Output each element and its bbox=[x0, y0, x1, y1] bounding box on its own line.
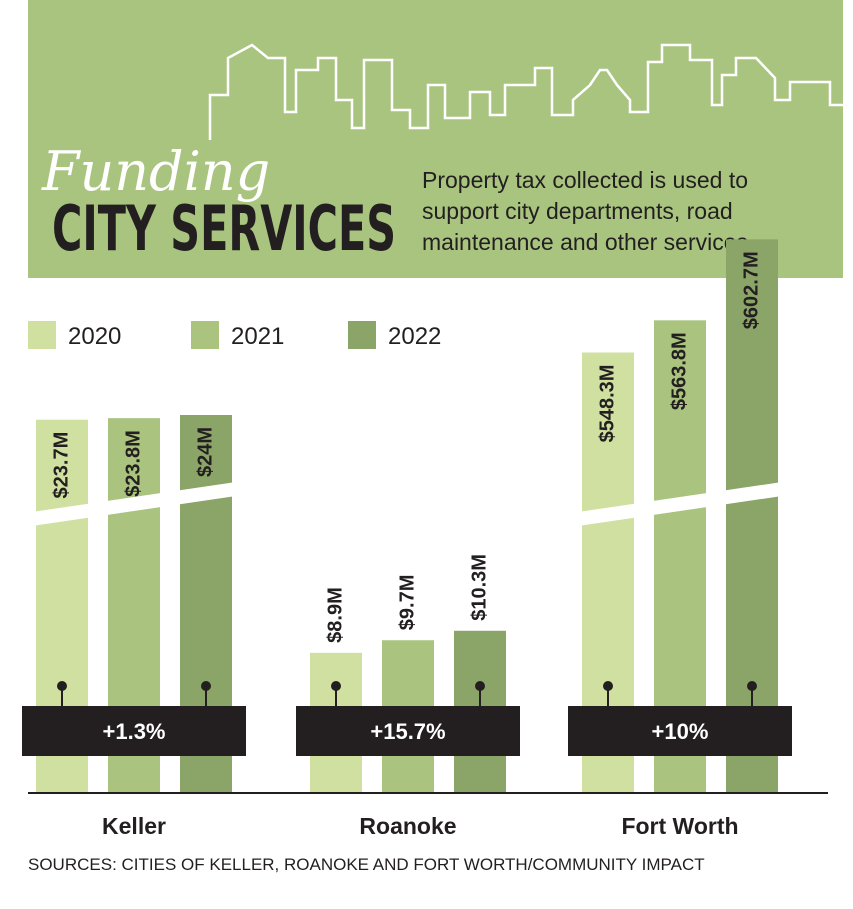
legend-label: 2021 bbox=[231, 323, 284, 350]
pin-head bbox=[747, 681, 757, 691]
value-label: $8.9M bbox=[324, 587, 346, 643]
value-label: $24M bbox=[194, 427, 216, 477]
change-label: +1.3% bbox=[103, 719, 166, 744]
legend-label: 2022 bbox=[388, 323, 441, 350]
description-line: maintenance and other services. bbox=[422, 229, 754, 255]
value-label: $23.7M bbox=[50, 432, 72, 499]
description: Property tax collected is used to support… bbox=[422, 167, 754, 255]
description-line: Property tax collected is used to bbox=[422, 167, 748, 193]
legend: 2020 2021 2022 bbox=[28, 321, 441, 350]
pin-head bbox=[201, 681, 211, 691]
skyline bbox=[208, 43, 843, 140]
plot-area: $23.7M $23.8M $24M +1.3% Keller $8.9M $9.7M $10… bbox=[22, 239, 828, 839]
pin-head bbox=[57, 681, 67, 691]
x-tick-label: Roanoke bbox=[359, 813, 456, 839]
value-label: $602.7M bbox=[740, 251, 762, 329]
x-tick-label: Keller bbox=[102, 813, 166, 839]
legend-swatch bbox=[28, 321, 56, 349]
change-band bbox=[568, 706, 792, 756]
legend-swatch bbox=[191, 321, 219, 349]
pin-head bbox=[603, 681, 613, 691]
source: SOURCES: CITIES OF KELLER, ROANOKE AND F… bbox=[28, 855, 705, 874]
description-line: support city departments, road bbox=[422, 198, 733, 224]
x-tick-label: Fort Worth bbox=[621, 813, 738, 839]
scale-break bbox=[578, 482, 782, 526]
value-label: $548.3M bbox=[596, 365, 618, 443]
change-band bbox=[296, 706, 520, 756]
change-label: +15.7% bbox=[370, 719, 445, 744]
value-label: $23.8M bbox=[122, 430, 144, 497]
kicker: Funding bbox=[41, 140, 270, 203]
change-label: +10% bbox=[652, 719, 709, 744]
pin-head bbox=[475, 681, 485, 691]
chart-title: CITY SERVICES bbox=[52, 192, 396, 265]
value-label: $563.8M bbox=[668, 332, 690, 410]
legend-swatch bbox=[348, 321, 376, 349]
value-label: $10.3M bbox=[468, 554, 490, 621]
scale-break bbox=[32, 482, 236, 526]
legend-label: 2020 bbox=[68, 323, 121, 350]
header-background bbox=[28, 0, 843, 278]
change-band bbox=[22, 706, 246, 756]
pin-head bbox=[331, 681, 341, 691]
value-label: $9.7M bbox=[396, 575, 418, 631]
